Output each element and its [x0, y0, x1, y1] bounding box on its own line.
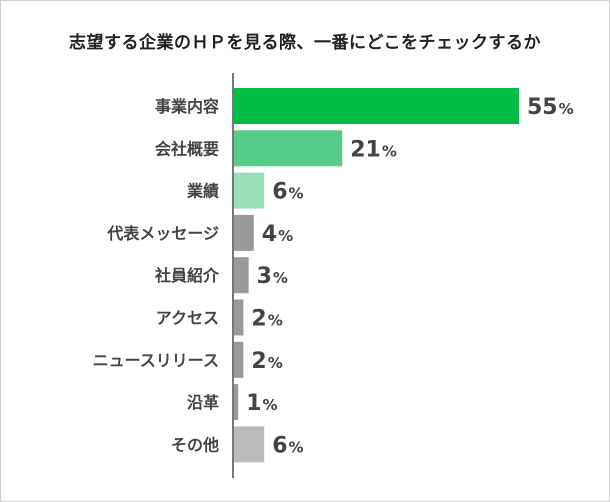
data-label: 2% [251, 349, 282, 374]
bar-8 [233, 384, 239, 421]
data-label-unit: % [382, 142, 397, 160]
data-label: 3% [257, 264, 288, 289]
data-label: 55% [527, 95, 574, 120]
data-label-unit: % [268, 312, 283, 330]
bar-5 [233, 257, 249, 294]
category-label: 事業内容 [155, 97, 219, 116]
category-label: 代表メッセージ [106, 224, 219, 243]
bar-2 [233, 130, 343, 167]
category-label: 業績 [186, 182, 219, 201]
data-label-unit: % [273, 269, 288, 287]
category-label: 沿革 [187, 393, 219, 412]
data-label: 1% [246, 391, 277, 416]
category-label: アクセス [156, 309, 219, 328]
data-label-unit: % [263, 396, 278, 414]
data-label-value: 1 [246, 391, 261, 416]
bar-9 [233, 426, 265, 463]
data-label-value: 4 [262, 222, 277, 247]
category-label: ニュースリリース [93, 351, 219, 370]
chart-title: 志望する企業のＨＰを見る際、一番にどこをチェックするか [69, 33, 541, 53]
bar-1 [233, 88, 519, 124]
category-label: その他 [171, 435, 219, 454]
data-label-value: 6 [272, 433, 287, 458]
data-label-unit: % [268, 354, 283, 372]
data-label-value: 2 [251, 349, 266, 374]
data-label: 6% [272, 180, 303, 205]
data-label-unit: % [289, 185, 304, 203]
data-label-value: 21 [350, 137, 381, 162]
data-label-value: 55 [527, 95, 558, 120]
data-label-value: 3 [257, 264, 272, 289]
data-label-unit: % [289, 438, 304, 456]
data-label: 6% [272, 433, 303, 458]
bar-7 [233, 341, 244, 378]
data-label: 21% [350, 137, 397, 162]
data-label-value: 6 [272, 180, 287, 205]
data-label-value: 2 [251, 307, 266, 332]
data-label: 2% [251, 307, 282, 332]
bar-3 [233, 172, 265, 209]
category-label: 会社概要 [155, 139, 219, 158]
bar-4 [233, 214, 254, 251]
data-label-unit: % [278, 227, 293, 245]
bar-6 [233, 299, 244, 336]
data-label: 4% [262, 222, 293, 247]
data-label-unit: % [559, 100, 574, 118]
category-label: 社員紹介 [154, 266, 220, 285]
